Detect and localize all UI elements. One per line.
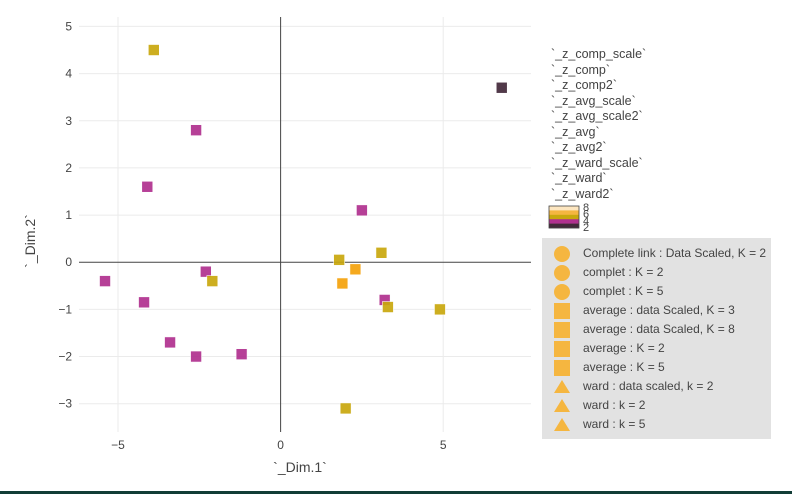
variable-legend-item[interactable]: `_z_avg_scale` (551, 93, 636, 108)
data-point[interactable] (333, 254, 345, 266)
variable-legend-item[interactable]: `_z_ward2` (551, 186, 614, 201)
data-point[interactable] (164, 336, 176, 349)
square-marker-icon (554, 360, 570, 376)
colorbar-stripe (549, 210, 579, 216)
colorbar-stripe (549, 223, 579, 229)
data-point[interactable] (141, 180, 154, 193)
points-layer (99, 44, 508, 415)
data-point[interactable] (138, 296, 150, 309)
data-point[interactable] (206, 275, 219, 287)
triangle-marker-icon (554, 418, 570, 431)
y-tick-label: −1 (58, 302, 72, 316)
trace-legend-label: complet : K = 2 (583, 265, 664, 279)
variable-legend-item[interactable]: `_z_comp2` (551, 78, 617, 92)
colorbar-label: 4 (583, 215, 589, 227)
data-point[interactable] (190, 350, 202, 363)
triangle-marker-icon (554, 380, 570, 393)
colorbar-outline (548, 205, 580, 229)
trace-legend-item[interactable]: complet : K = 5 (542, 282, 771, 300)
trace-legend-label: ward : k = 2 (583, 398, 646, 412)
trace-legend-label: average : data Scaled, K = 8 (583, 322, 735, 336)
colorbar-stripe (549, 219, 579, 224)
trace-legend-item[interactable]: Complete link : Data Scaled, K = 2 (542, 244, 771, 262)
axes-layer (79, 17, 531, 432)
trace-legend-item[interactable]: ward : k = 5 (542, 415, 771, 433)
trace-legend-item[interactable]: average : data Scaled, K = 8 (542, 320, 771, 338)
data-point[interactable] (434, 303, 446, 316)
grid-layer (79, 17, 531, 432)
data-point[interactable] (147, 44, 160, 56)
x-tick-label: −5 (111, 438, 125, 452)
data-point[interactable] (495, 81, 508, 94)
trace-legend-label: average : data Scaled, K = 3 (583, 303, 735, 317)
ticks-layer: −5 0 5 −3 −2 −1 0 1 2 3 4 5 (58, 19, 447, 452)
colorbar-label: 6 (583, 209, 589, 221)
trace-legend-item[interactable]: ward : k = 2 (542, 396, 771, 414)
data-point[interactable] (235, 348, 248, 360)
x-axis-title: `_Dim.1` (273, 459, 327, 475)
variable-legend-item[interactable]: `_z_avg_scale2` (551, 109, 643, 123)
y-tick-label: 1 (65, 208, 72, 222)
square-marker-icon (554, 322, 570, 338)
circle-marker-icon (554, 265, 570, 281)
variable-legend-item[interactable]: `_z_ward` (551, 171, 607, 185)
trace-legend-label: ward : data scaled, k = 2 (583, 379, 714, 393)
trace-legend-item[interactable]: average : K = 2 (542, 339, 771, 357)
data-point[interactable] (375, 246, 388, 259)
trace-legend-item[interactable]: complet : K = 2 (542, 263, 771, 281)
trace-legend-label: average : K = 5 (583, 360, 665, 374)
variable-legend-item[interactable]: `_z_ward_scale` (551, 155, 643, 170)
y-tick-label: 3 (65, 114, 72, 128)
colorbar-stripe (549, 214, 579, 220)
variable-legend-item[interactable]: `_z_comp` (551, 62, 611, 77)
square-marker-icon (554, 341, 570, 357)
data-point[interactable] (336, 277, 349, 290)
colorbar-label: 8 (583, 202, 589, 214)
trace-legend-item[interactable]: average : data Scaled, K = 3 (542, 301, 771, 319)
trace-legend-label: ward : k = 5 (583, 417, 646, 431)
y-tick-label: 4 (65, 67, 72, 81)
square-marker-icon (554, 303, 570, 319)
x-tick-label: 5 (440, 438, 447, 452)
trace-legend-label: average : K = 2 (583, 341, 665, 355)
y-tick-label: 2 (65, 161, 72, 175)
data-point[interactable] (99, 275, 111, 287)
data-point[interactable] (190, 124, 202, 136)
data-point[interactable] (200, 265, 212, 278)
x-tick-label: 0 (277, 438, 284, 452)
data-point[interactable] (339, 402, 352, 415)
variable-legend-item[interactable]: `_z_comp_scale` (551, 47, 647, 61)
bottom-bar (0, 491, 792, 494)
circle-marker-icon (554, 246, 570, 262)
trace-legend-item[interactable]: ward : data scaled, k = 2 (542, 377, 771, 395)
trace-legend-label: complet : K = 5 (583, 284, 664, 298)
trace-legend: Complete link : Data Scaled, K = 2 comple… (542, 238, 771, 439)
data-point[interactable] (356, 204, 368, 217)
variable-legend-item[interactable]: `_z_avg` (551, 124, 600, 139)
data-point[interactable] (382, 301, 394, 313)
y-tick-label: −2 (58, 350, 72, 364)
data-point[interactable] (349, 263, 362, 276)
circle-marker-icon (554, 284, 570, 300)
y-tick-label: −3 (58, 397, 72, 411)
colorbar-label: 2 (583, 222, 589, 234)
y-tick-label: 5 (65, 19, 72, 33)
colorbar-stripe (549, 206, 579, 211)
variable-legend-item[interactable]: `_z_avg2` (551, 140, 607, 154)
trace-legend-label: Complete link : Data Scaled, K = 2 (583, 246, 767, 260)
triangle-marker-icon (554, 399, 570, 412)
y-axis-title: `_Dim.2` (22, 214, 38, 268)
trace-legend-item[interactable]: average : K = 5 (542, 358, 771, 376)
y-tick-label: 0 (65, 255, 72, 269)
